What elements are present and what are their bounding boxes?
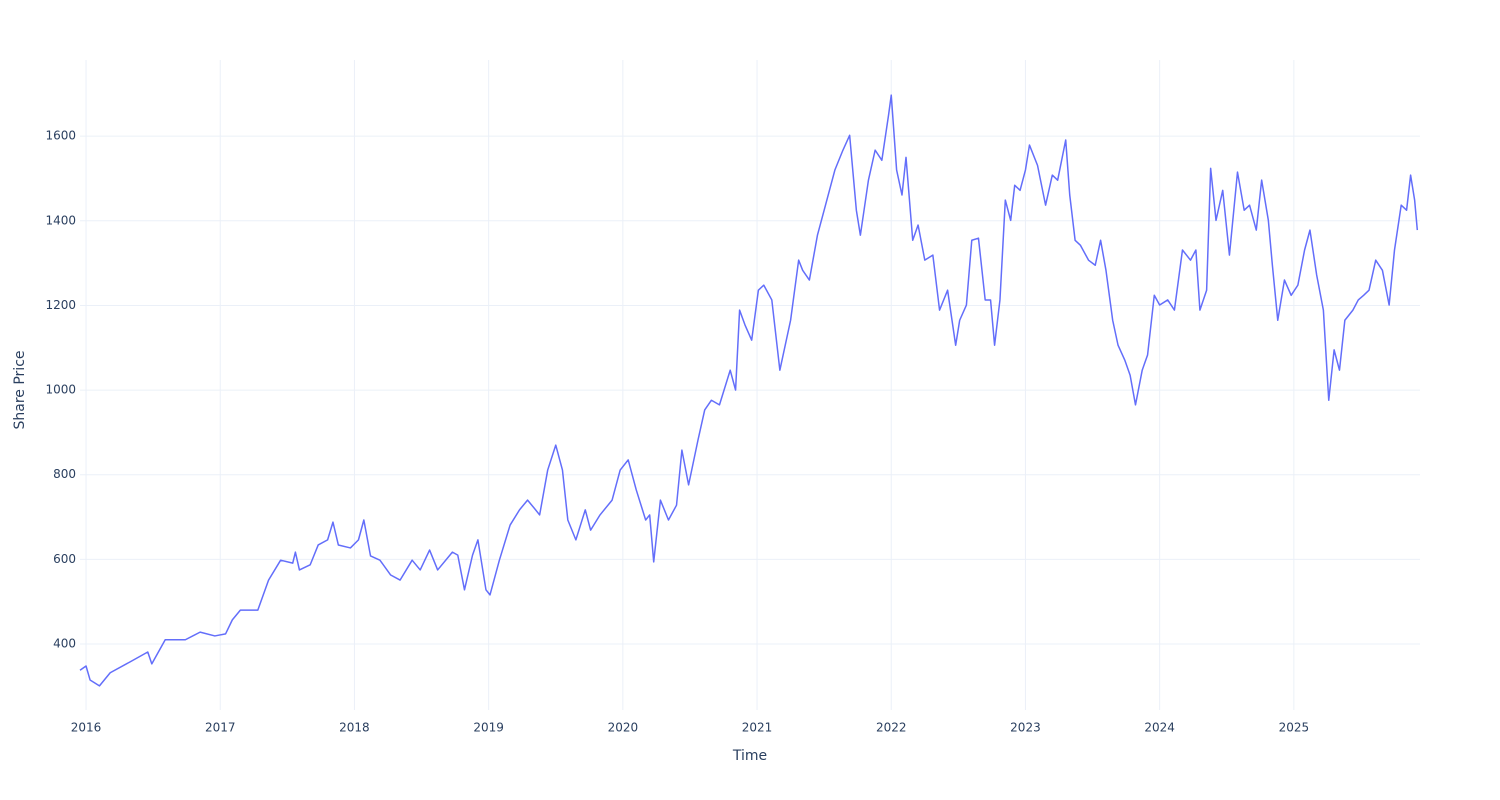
y-axis-title: Share Price	[12, 350, 28, 429]
x-tick-label: 2016	[71, 721, 102, 735]
x-tick-label: 2018	[339, 721, 370, 735]
x-tick-label: 2025	[1279, 721, 1310, 735]
x-tick-label: 2022	[876, 721, 907, 735]
x-tick-label: 2021	[742, 721, 773, 735]
y-tick-label: 1400	[45, 213, 76, 227]
x-tick-label: 2024	[1144, 721, 1175, 735]
x-tick-label: 2019	[473, 721, 504, 735]
price-line	[79, 94, 1419, 687]
y-tick-label: 400	[53, 636, 76, 650]
x-tick-label: 2020	[608, 721, 639, 735]
x-tick-label: 2023	[1010, 721, 1041, 735]
y-tick-label: 1000	[45, 383, 76, 397]
y-tick-label: 1200	[45, 298, 76, 312]
y-tick-label: 800	[53, 467, 76, 481]
y-tick-label: 1600	[45, 129, 76, 143]
x-tick-label: 2017	[205, 721, 236, 735]
y-tick-label: 600	[53, 552, 76, 566]
x-axis-title: Time	[732, 748, 767, 764]
